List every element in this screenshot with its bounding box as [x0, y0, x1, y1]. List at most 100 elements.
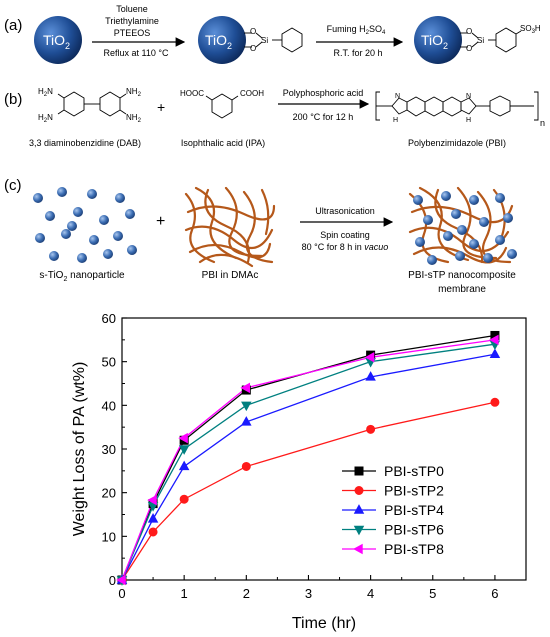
- pbi-fiber: [260, 188, 270, 236]
- nanoparticle: [33, 193, 43, 203]
- data-point-pbi-stp8: [116, 574, 126, 586]
- tio2-sphere: [34, 16, 82, 64]
- oxygen-atom: O: [250, 44, 256, 53]
- nanoparticle: [495, 193, 505, 203]
- nanoparticle: [479, 217, 489, 227]
- nanoparticle: [99, 215, 109, 225]
- legend-label: PBI-sTP8: [384, 541, 444, 557]
- y-tick-label: 10: [102, 529, 116, 544]
- silicon-atom: Si: [261, 36, 268, 45]
- legend-marker: [353, 543, 363, 555]
- pbi-fiber: [492, 188, 506, 238]
- amine-group: NH2: [126, 113, 142, 124]
- data-point-pbi-stp2: [241, 461, 251, 471]
- tio2-sphere: [198, 16, 246, 64]
- product-label-2: membrane: [438, 284, 486, 295]
- nanoparticle: [103, 249, 113, 259]
- step2-conditions: R.T. for 20 h: [333, 48, 382, 58]
- silicon-atom: Si: [477, 36, 484, 45]
- legend-marker: [353, 504, 365, 514]
- ultrasonication-label: Ultrasonication: [315, 206, 375, 216]
- vacuo-label: 80 °C for 8 h in vacuo: [302, 242, 389, 252]
- nanoparticle: [49, 251, 59, 261]
- panel-c: (c) + Ultrasonication Spin coating 80 °C…: [4, 177, 517, 295]
- nanoparticle: [451, 209, 461, 219]
- dab-name: 3,3 diaminobenzidine (DAB): [29, 138, 141, 148]
- panel-a: (a) TiO2 Toluene Triethylamine PTEEOS Re…: [4, 4, 541, 64]
- legend: PBI-sTP0 PBI-sTP2 PBI-sTP4 PBI-sTP6 PBI-sTP8: [342, 463, 444, 557]
- legend-label: PBI-sTP0: [384, 463, 444, 479]
- imidazole-n: N: [395, 93, 400, 100]
- series-lines: [121, 334, 496, 581]
- nanoparticle: [413, 195, 423, 205]
- nanoparticle: [457, 225, 467, 235]
- legend-label: PBI-sTP6: [384, 522, 444, 538]
- series-line-pbi-stp8: [121, 339, 496, 581]
- data-point-pbi-stp4: [241, 416, 252, 426]
- tio2-sphere: [414, 16, 462, 64]
- series-markers: [116, 330, 501, 586]
- pbi-conditions: 200 °C for 12 h: [293, 112, 354, 122]
- y-tick-label: 0: [109, 573, 116, 588]
- y-tick-label: 40: [102, 398, 116, 413]
- ipa-name: Isophthalic acid (IPA): [181, 138, 265, 148]
- legend-label: PBI-sTP2: [384, 483, 444, 499]
- y-tick-label: 20: [102, 486, 116, 501]
- data-point-pbi-stp8: [178, 432, 188, 444]
- tio2-label: TiO2: [421, 32, 448, 51]
- data-point-pbi-stp4: [147, 513, 159, 523]
- pbi-fiber: [204, 188, 251, 264]
- panel-b-label: (b): [4, 91, 22, 108]
- data-point-pbi-stp4: [489, 348, 501, 358]
- composite-membrane: [408, 186, 517, 265]
- nanoparticle: [73, 207, 83, 217]
- tio2-label: TiO2: [43, 32, 70, 51]
- repeat-n: n: [540, 118, 545, 128]
- oxygen-atom: O: [466, 27, 472, 36]
- nanoparticle: [441, 191, 451, 201]
- pbi-fiber: [198, 253, 254, 268]
- legend-marker: [354, 486, 364, 495]
- plus-sign: +: [156, 213, 165, 230]
- x-tick-label: 6: [491, 586, 498, 601]
- tio2-label: TiO2: [205, 32, 232, 51]
- nanoparticle: [35, 233, 45, 243]
- dab-structure: [57, 91, 127, 117]
- nanoparticle: [127, 245, 137, 255]
- nanoparticle: [443, 231, 453, 241]
- data-point-pbi-stp8: [147, 494, 157, 506]
- y-tick-label: 60: [102, 311, 116, 326]
- siloxane-linker: [244, 27, 303, 53]
- nanoparticle-cluster: [33, 187, 137, 263]
- nanoparticle: [469, 239, 479, 249]
- data-point-pbi-stp2: [179, 494, 189, 504]
- legend-marker: [354, 466, 364, 476]
- pbi-fiber-network: [184, 186, 276, 268]
- amine-group: H2N: [38, 113, 53, 124]
- nanoparticle: [45, 211, 55, 221]
- y-tick-label: 50: [102, 355, 116, 370]
- series-line-pbi-stp0: [121, 334, 496, 581]
- nanoparticle: [61, 229, 71, 239]
- data-point-pbi-stp4: [365, 371, 376, 381]
- panel-a-label: (a): [4, 17, 22, 34]
- x-tick-label: 2: [243, 586, 250, 601]
- pbi-fiber: [412, 246, 508, 264]
- pbi-fiber: [408, 226, 510, 253]
- legend-label: PBI-sTP4: [384, 502, 444, 518]
- step1-conditions: Reflux at 110 °C: [104, 48, 169, 58]
- x-tick-label: 4: [367, 586, 374, 601]
- product-label-1: PBI-sTP nanocomposite: [408, 270, 516, 281]
- nanoparticle: [113, 231, 123, 241]
- nanoparticle: [415, 237, 425, 247]
- legend-marker: [353, 525, 365, 536]
- nanoparticle-label: s-TiO2 nanoparticle: [39, 270, 125, 283]
- carboxyl-group: HOOC: [180, 89, 204, 98]
- pbi-fiber: [456, 186, 498, 260]
- spin-coating-label: Spin coating: [320, 230, 370, 240]
- pbi-name: Polybenzimidazole (PBI): [408, 138, 506, 148]
- data-point-pbi-stp2: [366, 424, 376, 434]
- pbi-fiber: [418, 186, 470, 262]
